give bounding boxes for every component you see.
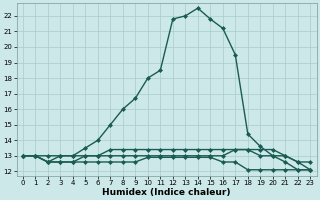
- X-axis label: Humidex (Indice chaleur): Humidex (Indice chaleur): [102, 188, 231, 197]
